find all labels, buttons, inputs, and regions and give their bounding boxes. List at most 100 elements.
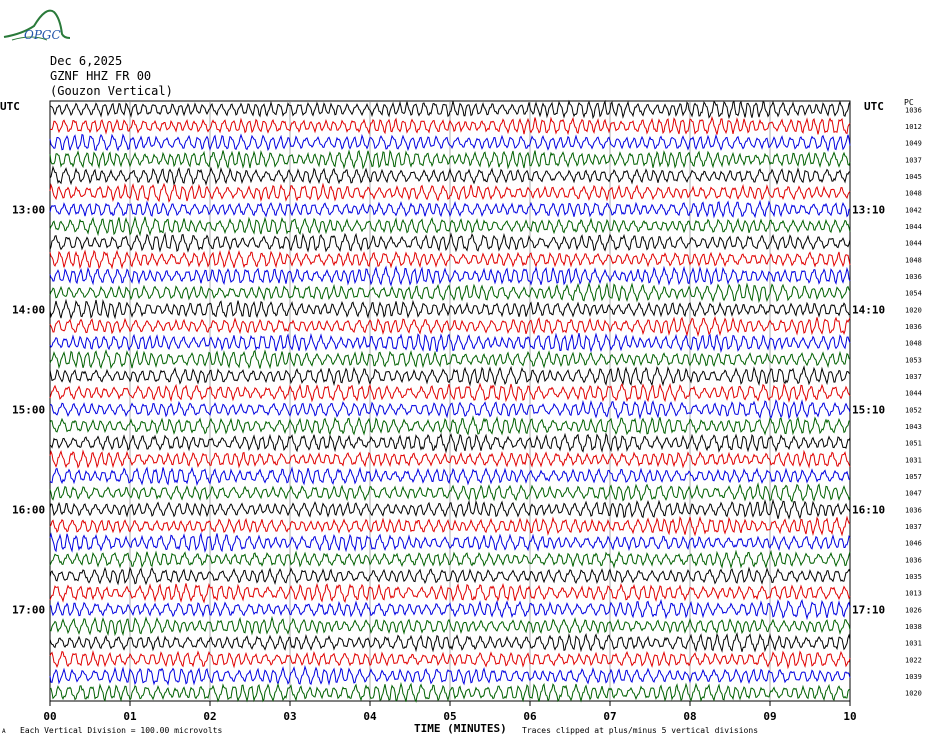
x-tick-label: 10 <box>843 710 856 723</box>
seismic-trace <box>49 449 851 469</box>
seismic-trace <box>49 632 851 653</box>
seismic-trace <box>49 466 851 487</box>
seismic-trace <box>49 515 851 537</box>
seismic-trace <box>49 665 851 686</box>
trace-value: 1042 <box>905 206 922 214</box>
x-tick-label: 06 <box>523 710 537 723</box>
trace-value: 1051 <box>905 440 922 448</box>
trace-value: 1048 <box>905 256 922 264</box>
seismic-trace <box>49 182 851 203</box>
seismic-trace <box>49 133 851 152</box>
x-tick-label: 09 <box>763 710 776 723</box>
trace-value: 1044 <box>905 240 922 248</box>
x-tick-label: 03 <box>283 710 296 723</box>
trace-value: 1036 <box>905 273 922 281</box>
seismic-trace <box>49 432 851 454</box>
seismic-trace <box>49 365 851 387</box>
trace-value: 1054 <box>905 290 922 298</box>
seismic-trace <box>49 549 851 570</box>
trace-value: 1037 <box>905 373 922 381</box>
right-column-label: PC <box>904 98 914 107</box>
header-station: GZNF HHZ FR 00 <box>50 69 152 83</box>
seismic-trace <box>49 681 851 703</box>
seismic-trace <box>49 265 851 287</box>
trace-value: 1039 <box>905 673 922 681</box>
time-label-right: 14:10 <box>852 303 885 316</box>
trace-value: 1031 <box>905 640 922 648</box>
trace-value: 1035 <box>905 573 922 581</box>
seismic-trace <box>49 532 851 553</box>
x-tick-label: 01 <box>123 710 137 723</box>
header-location: (Gouzon Vertical) <box>50 84 173 98</box>
seismic-trace <box>49 399 851 420</box>
trace-value: 1048 <box>905 340 922 348</box>
time-label-right: 16:10 <box>852 503 885 516</box>
trace-value: 1057 <box>905 473 922 481</box>
time-label-right: 17:10 <box>852 603 885 616</box>
seismic-trace <box>49 316 851 337</box>
seismic-trace <box>49 215 851 237</box>
seismic-trace <box>49 415 850 436</box>
trace-value: 1044 <box>905 223 922 231</box>
trace-value: 1046 <box>905 540 922 548</box>
seismic-trace <box>49 349 851 370</box>
left-axis-label: UTC <box>0 100 20 113</box>
seismic-trace <box>49 165 851 187</box>
seismic-trace <box>49 281 851 304</box>
time-label-right: 13:10 <box>852 203 885 216</box>
seismic-trace <box>49 615 851 637</box>
trace-value: 1036 <box>905 506 922 514</box>
seismic-trace <box>49 332 851 353</box>
trace-value: 1036 <box>905 106 922 114</box>
seismic-trace <box>49 231 851 253</box>
seismic-trace <box>49 149 851 170</box>
time-label-right: 15:10 <box>852 403 885 416</box>
trace-value: 1022 <box>905 656 922 664</box>
seismic-trace <box>49 199 851 219</box>
trace-value: 1044 <box>905 390 922 398</box>
seismic-trace <box>49 382 851 403</box>
seismic-trace <box>49 582 851 604</box>
trace-value: 1053 <box>905 356 922 364</box>
hour-label-left: 17:00 <box>12 603 45 616</box>
x-tick-label: 00 <box>43 710 56 723</box>
trace-value: 1031 <box>905 456 922 464</box>
trace-value: 1043 <box>905 423 922 431</box>
scale-note: Each Vertical Division = 100.00 microvol… <box>20 726 223 735</box>
seismic-trace <box>49 598 851 621</box>
x-tick-label: 02 <box>203 710 216 723</box>
trace-value: 1026 <box>905 606 922 614</box>
hour-label-left: 16:00 <box>12 503 45 516</box>
trace-value: 1052 <box>905 406 922 414</box>
header-date: Dec 6,2025 <box>50 54 123 68</box>
trace-value: 1036 <box>905 556 922 564</box>
hour-label-left: 13:00 <box>12 203 45 216</box>
corner-mark: A <box>2 728 6 735</box>
seismic-trace <box>49 498 851 520</box>
hour-label-left: 14:00 <box>12 303 45 316</box>
trace-value: 1048 <box>905 190 922 198</box>
trace-value: 1036 <box>905 323 922 331</box>
trace-value: 1037 <box>905 523 922 531</box>
trace-value: 1038 <box>905 623 922 631</box>
hour-label-left: 15:00 <box>12 403 45 416</box>
trace-value: 1037 <box>905 156 922 164</box>
seismic-trace <box>49 249 851 270</box>
trace-value: 1047 <box>905 490 922 498</box>
x-tick-label: 08 <box>683 710 696 723</box>
x-tick-label: 07 <box>603 710 616 723</box>
seismic-trace <box>49 482 851 503</box>
trace-value: 1020 <box>905 306 922 314</box>
trace-value: 1045 <box>905 173 922 181</box>
x-axis-title: TIME (MINUTES) <box>414 722 507 735</box>
x-tick-label: 05 <box>443 710 456 723</box>
trace-value: 1013 <box>905 590 922 598</box>
trace-value: 1049 <box>905 140 922 148</box>
x-tick-label: 04 <box>363 710 377 723</box>
trace-value: 1012 <box>905 123 922 131</box>
seismic-trace <box>49 650 851 670</box>
opgc-logo: OPGC <box>2 4 72 48</box>
logo-mountain-icon <box>3 9 71 41</box>
trace-value: 1020 <box>905 690 922 698</box>
